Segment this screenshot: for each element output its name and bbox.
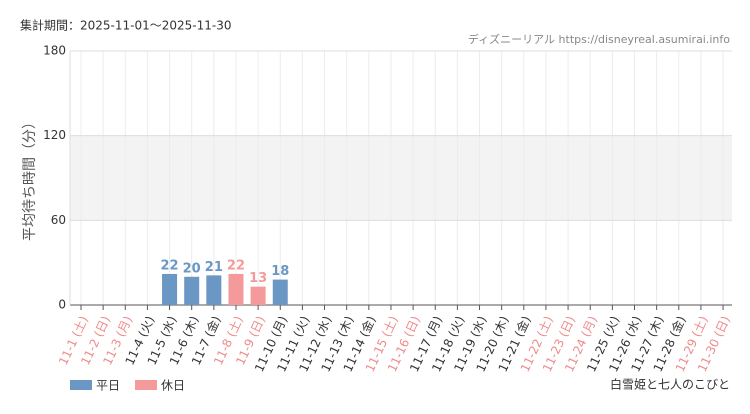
bar <box>184 276 200 305</box>
value-label: 18 <box>271 264 289 279</box>
value-label: 22 <box>161 258 179 273</box>
bar <box>206 275 222 305</box>
bar <box>272 279 288 305</box>
bar <box>250 286 266 305</box>
attraction: 白雪姫と七人のこびと <box>610 377 730 392</box>
value-label: 20 <box>183 261 201 276</box>
value-label: 22 <box>227 258 245 273</box>
legend-label: 休日 <box>161 379 185 393</box>
shaded-band <box>70 135 732 221</box>
y-tick-label: 60 <box>51 213 66 227</box>
y-tick-label: 180 <box>43 44 66 58</box>
period: 集計期間：2025-11-01～2025-11-30 <box>20 18 231 33</box>
value-label: 13 <box>249 271 267 286</box>
y-axis-title: 平均待ち時間（分） <box>22 115 38 241</box>
legend-label: 平日 <box>96 379 120 393</box>
bar <box>228 273 244 305</box>
y-tick-label: 0 <box>58 298 66 312</box>
y-tick-label: 120 <box>43 128 66 142</box>
bar <box>162 273 178 305</box>
source: ディズニーリアル https://disneyreal.asumirai.inf… <box>468 32 730 46</box>
legend-swatch <box>70 380 92 390</box>
legend-swatch <box>135 380 157 390</box>
value-label: 21 <box>205 260 223 275</box>
